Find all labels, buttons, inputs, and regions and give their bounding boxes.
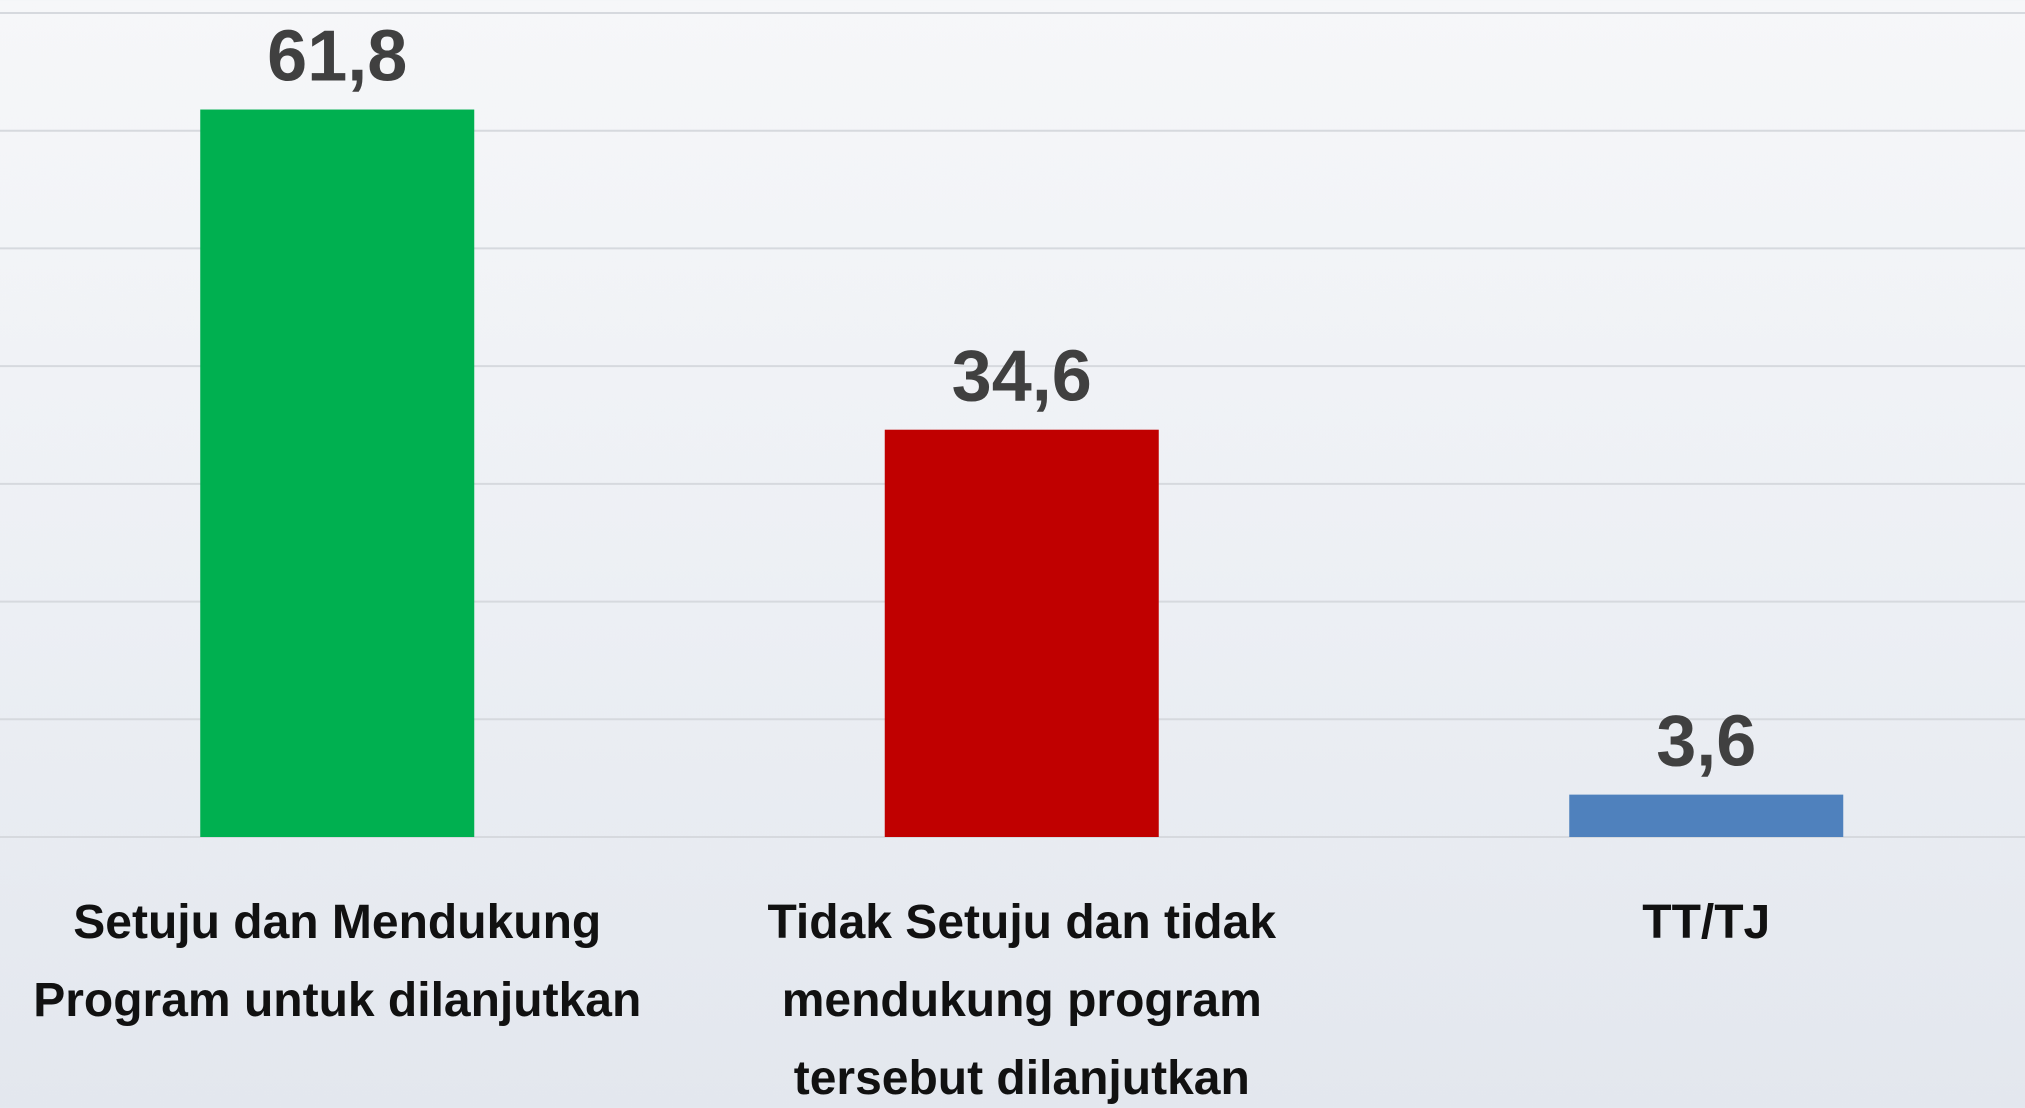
category-label: Setuju dan Mendukung Program untuk dilan… <box>7 884 667 1040</box>
category-label: TT/TJ <box>1376 884 2025 962</box>
bar <box>885 430 1159 837</box>
category-label: Tidak Setuju dan tidak mendukung program… <box>692 884 1352 1108</box>
value-label: 3,6 <box>1656 702 1756 782</box>
value-label: 34,6 <box>952 337 1092 417</box>
value-label: 61,8 <box>267 17 407 97</box>
bar <box>1569 795 1843 837</box>
bar <box>200 110 474 837</box>
page: 61,834,63,6 (() => { const data = JSON.p… <box>0 0 2025 1108</box>
